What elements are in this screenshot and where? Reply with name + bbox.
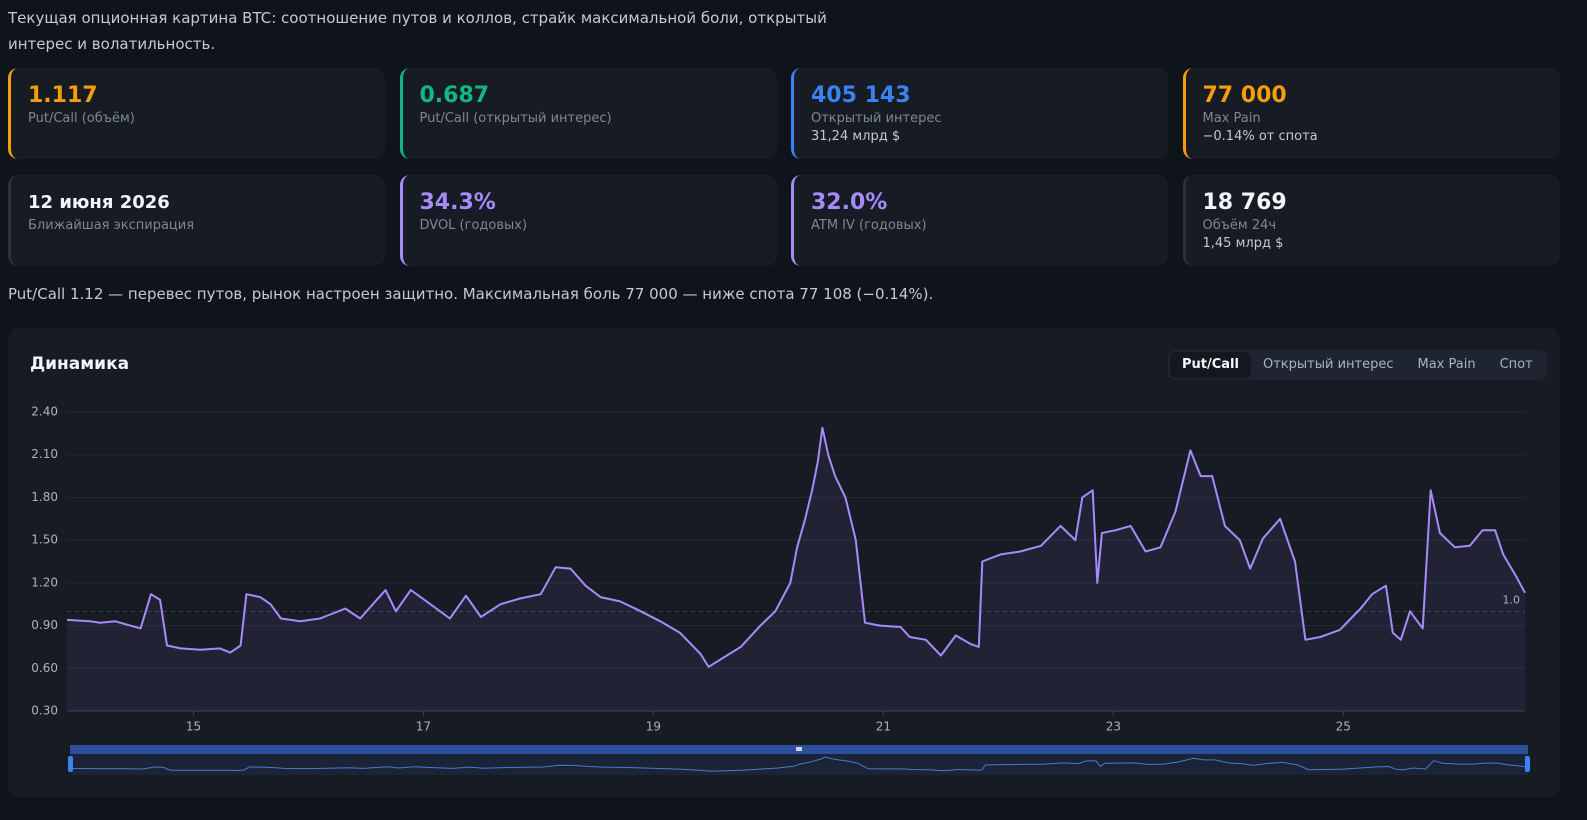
stat-value: 34.3%: [419, 190, 496, 215]
stat-label: DVOL (годовых): [419, 218, 528, 233]
x-tick-label: 17: [416, 720, 431, 734]
x-tick-label: 21: [876, 720, 891, 734]
stat-label: Max Pain: [1202, 111, 1261, 126]
y-tick-label: 0.30: [31, 704, 58, 718]
stat-card: 12 июня 2026 Ближайшая экспирация: [8, 175, 385, 266]
tab[interactable]: Max Pain: [1417, 357, 1476, 372]
stat-value: 32.0%: [811, 190, 888, 215]
stat-sub: −0.14% от спота: [1202, 129, 1318, 144]
stat-card: 1.117 Put/Call (объём): [8, 68, 385, 159]
stat-value: 77 000: [1202, 83, 1287, 108]
x-tick-label: 25: [1336, 720, 1351, 734]
stat-card: 34.3% DVOL (годовых): [399, 175, 777, 266]
y-tick-label: 0.90: [31, 618, 58, 632]
x-tick-label: 23: [1106, 720, 1121, 734]
stat-sub: 1,45 млрд $: [1202, 236, 1284, 251]
description: Текущая опционная картина BTC: соотношен…: [8, 9, 827, 53]
stat-value: 0.687: [419, 83, 490, 108]
y-tick-label: 0.60: [31, 661, 58, 675]
x-tick-label: 19: [646, 720, 661, 734]
stat-label: ATM IV (годовых): [811, 218, 927, 233]
chart-panel: Динамика Put/Call Открытый интерес Max Pai…: [8, 328, 1560, 798]
stat-label: Put/Call (открытый интерес): [419, 111, 612, 126]
area: [67, 427, 1525, 711]
zoom-preview: [69, 756, 1529, 772]
stat-value: 12 июня 2026: [28, 192, 170, 213]
stat-card: 18 769 Объём 24ч 1,45 млрд $: [1182, 175, 1560, 266]
stat-label: Открытый интерес: [811, 111, 942, 126]
tab-bar: Put/Call Открытый интерес Max Pain Спот: [1168, 350, 1547, 380]
stat-value: 405 143: [811, 83, 911, 108]
stat-card: 32.0% ATM IV (годовых): [791, 175, 1168, 266]
y-tick-label: 1.50: [31, 533, 58, 547]
zoom-handle: [68, 756, 73, 772]
y-tick-label: 2.10: [31, 447, 58, 461]
y-tick-label: 2.40: [31, 405, 58, 419]
tab[interactable]: Спот: [1499, 357, 1533, 372]
stat-card: 0.687 Put/Call (открытый интерес): [399, 68, 777, 159]
tab[interactable]: Открытый интерес: [1262, 357, 1394, 372]
zoom-handle: [1525, 756, 1530, 772]
stat-label: Put/Call (объём): [28, 111, 135, 126]
stat-label: Ближайшая экспирация: [28, 218, 195, 233]
y-tick-label: 1.80: [31, 490, 58, 504]
panel-title: Динамика: [30, 354, 130, 374]
x-tick-label: 15: [186, 720, 201, 734]
stat-card: 405 143 Открытый интерес 31,24 млрд $: [791, 68, 1168, 159]
stat-card: 77 000 Max Pain −0.14% от спота: [1182, 68, 1560, 159]
y-tick-label: 1.20: [31, 575, 58, 589]
reference-label: 1.0: [1503, 593, 1521, 606]
stat-value: 1.117: [28, 83, 98, 108]
summary: Put/Call 1.12 — перевес путов, рынок нас…: [8, 285, 934, 303]
stat-label: Объём 24ч: [1202, 218, 1277, 233]
stat-value: 18 769: [1202, 190, 1287, 215]
stat-cards: 1.117 Put/Call (объём) 0.687 Put/Call (откр…: [8, 68, 1560, 266]
zoom-grip: [796, 747, 802, 751]
stat-sub: 31,24 млрд $: [811, 129, 901, 144]
tab[interactable]: Put/Call: [1170, 352, 1251, 378]
line: [66, 426, 1526, 668]
